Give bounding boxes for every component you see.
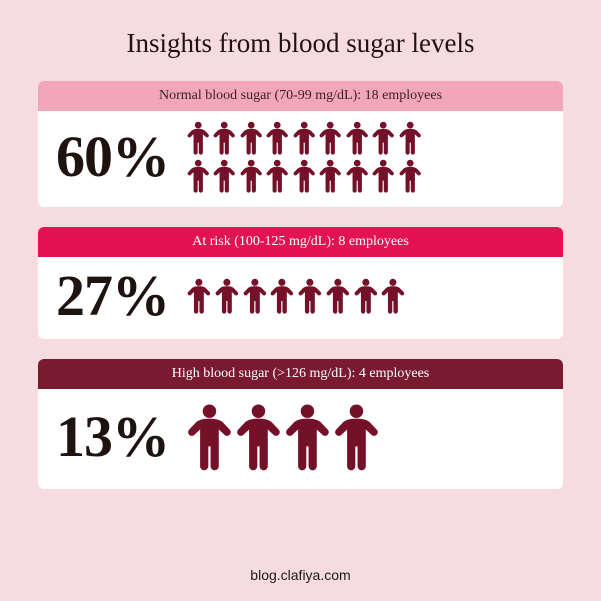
person-icon: [372, 159, 394, 193]
person-icon: [240, 159, 262, 193]
person-icon: [213, 121, 235, 155]
person-icon: [319, 121, 341, 155]
people-icons: [187, 403, 391, 471]
person-icon: [266, 121, 288, 155]
person-icon: [187, 159, 209, 193]
person-icon: [346, 121, 368, 155]
person-icon: [346, 159, 368, 193]
person-icon: [266, 159, 288, 193]
footer-link: blog.clafiya.com: [38, 567, 563, 583]
person-icon: [187, 121, 209, 155]
category-card: High blood sugar (>126 mg/dL): 4 employe…: [38, 359, 563, 489]
person-icon: [319, 159, 341, 193]
person-icon: [298, 278, 322, 314]
person-icon: [236, 403, 281, 471]
cards-container: Normal blood sugar (70-99 mg/dL): 18 emp…: [38, 81, 563, 549]
people-icons: [187, 278, 417, 314]
person-icon: [293, 121, 315, 155]
person-icon: [381, 278, 405, 314]
category-card: Normal blood sugar (70-99 mg/dL): 18 emp…: [38, 81, 563, 207]
category-body: 13%: [38, 389, 563, 489]
category-body: 27%: [38, 257, 563, 339]
person-icon: [372, 121, 394, 155]
person-icon: [270, 278, 294, 314]
person-icon: [326, 278, 350, 314]
person-icon: [399, 159, 421, 193]
person-icon: [243, 278, 267, 314]
page-title: Insights from blood sugar levels: [38, 28, 563, 59]
category-header: At risk (100-125 mg/dL): 8 employees: [38, 227, 563, 257]
category-card: At risk (100-125 mg/dL): 8 employees 27%: [38, 227, 563, 339]
person-icon: [213, 159, 235, 193]
people-icons: [187, 121, 433, 193]
percent-value: 60%: [56, 128, 169, 186]
category-body: 60%: [38, 111, 563, 207]
infographic-page: Insights from blood sugar levels Normal …: [0, 0, 601, 601]
person-icon: [187, 403, 232, 471]
percent-value: 13%: [56, 408, 169, 466]
person-icon: [334, 403, 379, 471]
person-icon: [187, 278, 211, 314]
category-header: High blood sugar (>126 mg/dL): 4 employe…: [38, 359, 563, 389]
person-icon: [354, 278, 378, 314]
category-header: Normal blood sugar (70-99 mg/dL): 18 emp…: [38, 81, 563, 111]
person-icon: [215, 278, 239, 314]
percent-value: 27%: [56, 267, 169, 325]
person-icon: [293, 159, 315, 193]
person-icon: [285, 403, 330, 471]
person-icon: [399, 121, 421, 155]
person-icon: [240, 121, 262, 155]
